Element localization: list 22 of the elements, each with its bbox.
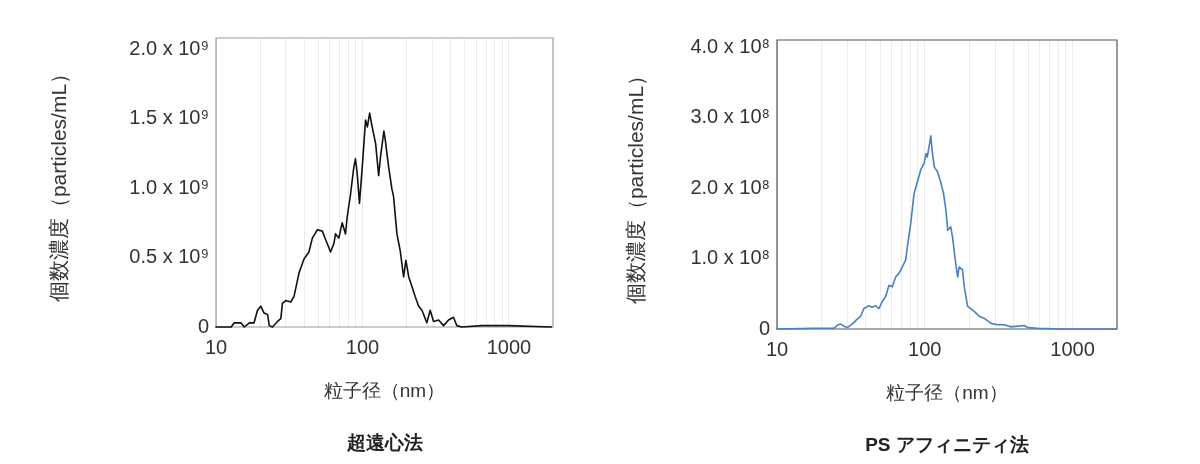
y-tick-label: 0 [758,316,770,339]
x-tick-label: 10 [204,335,228,358]
y-tick-label: 1.5 x 10⁹ [129,106,209,129]
x-tick-label: 1000 [1050,337,1095,360]
x-axis-title: 粒子径（nm） [886,381,1008,403]
x-axis-title: 粒子径（nm） [323,379,446,401]
y-tick-label: 0 [197,314,209,337]
y-tick-label: 2.0 x 10⁸ [690,175,770,198]
x-tick-label: 10 [765,337,789,360]
y-axis-title: 個数濃度（particles/mL） [47,62,71,303]
text: 超遠心法 [345,431,423,453]
y-tick-label: 1.0 x 10⁸ [690,246,770,269]
y-axis-title: 個数濃度（particles/mL） [624,64,648,305]
x-tick-label: 100 [908,337,942,360]
y-tick-label: 3.0 x 10⁸ [690,105,770,128]
x-tick-label: 1000 [486,335,532,358]
y-tick-label: 4.0 x 10⁸ [690,34,770,57]
y-tick-label: 0.5 x 10⁹ [129,245,209,268]
text: PS アフィニティ法 [865,433,1029,455]
x-tick-label: 100 [345,335,380,358]
y-tick-label: 1.0 x 10⁹ [129,175,209,198]
y-tick-label: 2.0 x 10⁹ [129,36,209,59]
